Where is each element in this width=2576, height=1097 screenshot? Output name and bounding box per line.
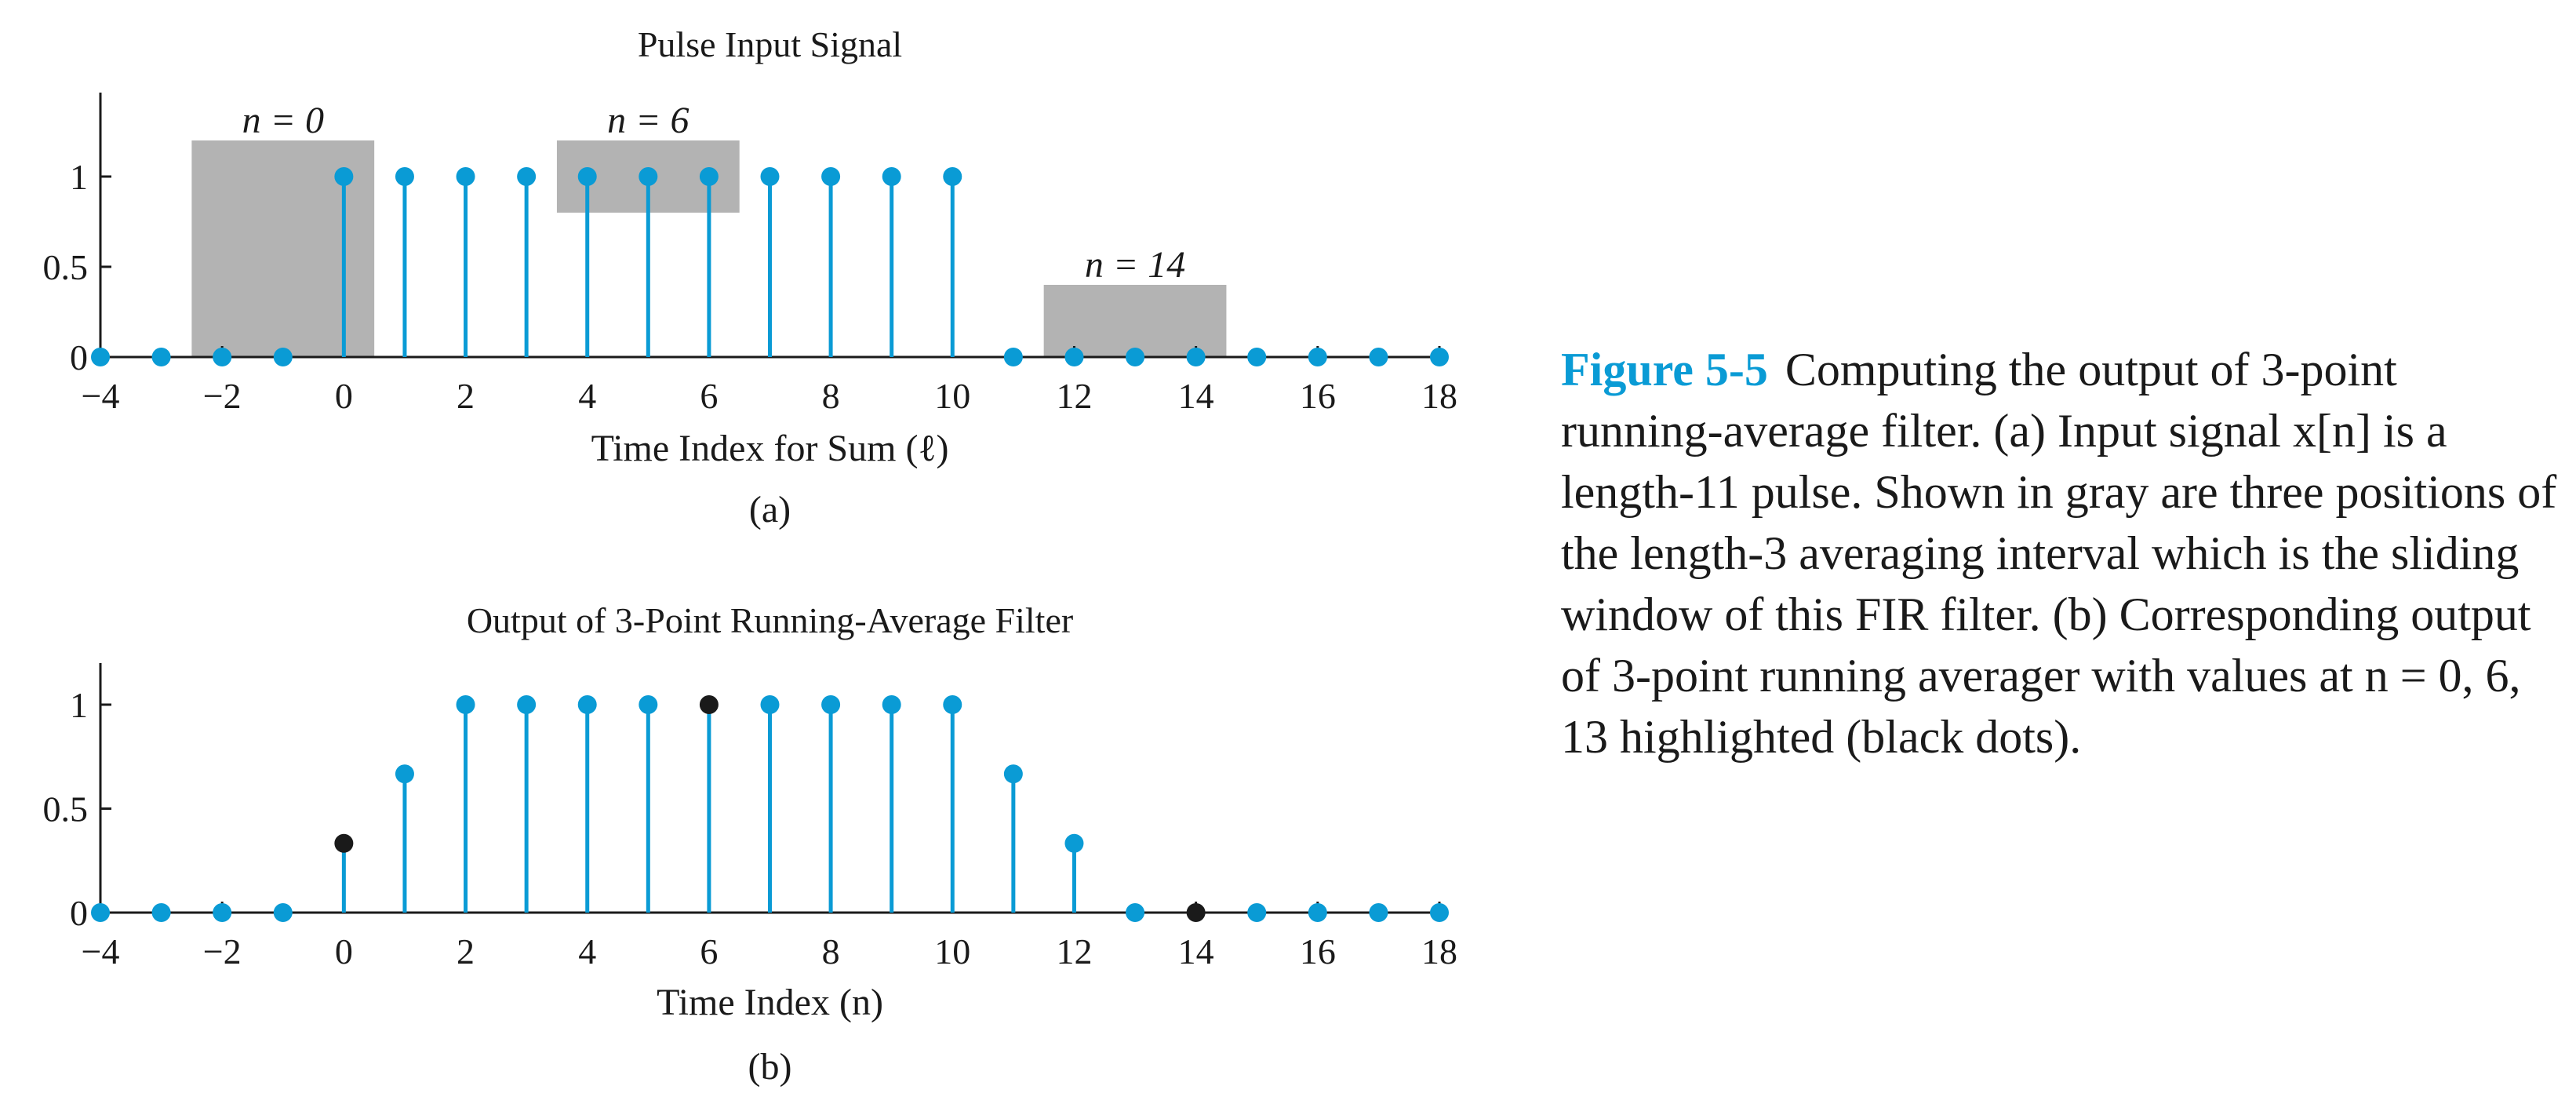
data-point--2 [213, 903, 232, 922]
x-tick-label-5: 6 [700, 376, 718, 416]
data-point-8 [821, 695, 841, 714]
data-point-1 [395, 764, 414, 784]
highlighted-point-6 [699, 695, 719, 714]
data-point--3 [151, 348, 171, 366]
x-tick-label-1: −2 [203, 376, 242, 416]
data-point-15 [1247, 903, 1267, 922]
x-tick-label-6: 8 [822, 376, 840, 416]
x-tick-label-2: 0 [335, 376, 353, 416]
x-tick-label-8: 12 [1056, 931, 1092, 971]
data-point-10 [943, 167, 962, 186]
data-point--3 [151, 903, 171, 922]
x-tick-label-11: 18 [1421, 376, 1457, 416]
data-point--2 [213, 348, 232, 366]
data-point-3 [517, 695, 537, 714]
x-tick-label-4: 4 [578, 376, 596, 416]
x-tick-label-7: 10 [934, 931, 970, 971]
y-tick-label-2: 1 [70, 685, 88, 725]
data-point-13 [1126, 348, 1145, 366]
data-point-15 [1247, 348, 1267, 366]
data-point-16 [1308, 903, 1327, 922]
x-tick-label-4: 4 [578, 931, 596, 971]
x-tick-label-2: 0 [335, 931, 353, 971]
window-rect-2 [1043, 285, 1227, 357]
x-tick-label-7: 10 [934, 376, 970, 416]
figure-caption: Figure 5-5 Computing the output of 3-poin… [1561, 339, 2557, 767]
x-tick-label-3: 2 [457, 376, 475, 416]
data-point-9 [882, 167, 901, 186]
data-point-16 [1308, 348, 1327, 366]
figure-number: Figure 5-5 [1561, 344, 1768, 395]
data-point-12 [1064, 348, 1084, 366]
y-tick-label-0: 0 [70, 893, 88, 933]
highlighted-point-0 [334, 833, 354, 853]
x-tick-label-10: 16 [1300, 931, 1336, 971]
chart-title: Pulse Input Signal [638, 24, 902, 64]
highlighted-point-14 [1186, 903, 1206, 922]
data-point--4 [91, 903, 110, 922]
x-tick-label-0: −4 [82, 376, 120, 416]
y-tick-label-1: 0.5 [43, 789, 89, 829]
chart-pulse-input: n = 0 n = 6 n = 14 Pulse Input Signal 0 0.5 1 −… [43, 24, 1458, 530]
x-tick-label-5: 6 [700, 931, 718, 971]
data-point-4 [577, 167, 597, 186]
data-point-5 [639, 167, 658, 186]
data-point-17 [1369, 348, 1388, 366]
panel-label: (a) [749, 489, 791, 530]
data-point-13 [1126, 903, 1145, 922]
chart-title: Output of 3-Point Running-Average Filter [467, 600, 1073, 640]
data-point-8 [821, 167, 841, 186]
data-point--1 [273, 348, 293, 366]
data-point-1 [395, 167, 414, 186]
y-tick-label-1: 0.5 [43, 247, 89, 287]
x-tick-label-11: 18 [1421, 931, 1457, 971]
data-point-0 [334, 167, 354, 186]
caption-text: Computing the output of 3-point running-… [1561, 344, 2557, 763]
data-point-7 [760, 167, 780, 186]
data-point-18 [1430, 903, 1449, 922]
data-point-11 [1003, 348, 1023, 366]
data-point--4 [91, 348, 110, 366]
x-tick-label-8: 12 [1056, 376, 1092, 416]
data-point-14 [1186, 348, 1206, 366]
data-point-18 [1430, 348, 1449, 366]
window-label-2: n = 14 [1085, 244, 1185, 286]
x-tick-label-3: 2 [457, 931, 475, 971]
x-axis-label: Time Index (n) [657, 982, 883, 1023]
x-axis-label: Time Index for Sum (ℓ) [591, 428, 949, 469]
data-point-6 [699, 167, 719, 186]
data-point--1 [273, 903, 293, 922]
x-tick-label-6: 8 [822, 931, 840, 971]
x-tick-label-9: 14 [1178, 376, 1214, 416]
data-point-9 [882, 695, 901, 714]
data-point-2 [456, 167, 475, 186]
data-point-10 [943, 695, 962, 714]
data-point-4 [577, 695, 597, 714]
data-point-3 [517, 167, 537, 186]
data-point-11 [1003, 764, 1023, 784]
panel-label: (b) [748, 1046, 792, 1088]
y-tick-label-2: 1 [70, 157, 88, 197]
x-tick-label-0: −4 [82, 931, 120, 971]
data-point-7 [760, 695, 780, 714]
x-tick-label-1: −2 [203, 931, 242, 971]
window-label-1: n = 6 [607, 100, 689, 141]
x-tick-label-9: 14 [1178, 931, 1214, 971]
data-point-17 [1369, 903, 1388, 922]
x-tick-label-10: 16 [1300, 376, 1336, 416]
data-point-12 [1064, 833, 1084, 853]
y-tick-label-0: 0 [70, 337, 88, 377]
data-point-5 [639, 695, 658, 714]
window-label-0: n = 0 [242, 100, 324, 141]
data-point-2 [456, 695, 475, 714]
chart-running-average-output: Output of 3-Point Running-Average Filter… [43, 600, 1458, 1088]
